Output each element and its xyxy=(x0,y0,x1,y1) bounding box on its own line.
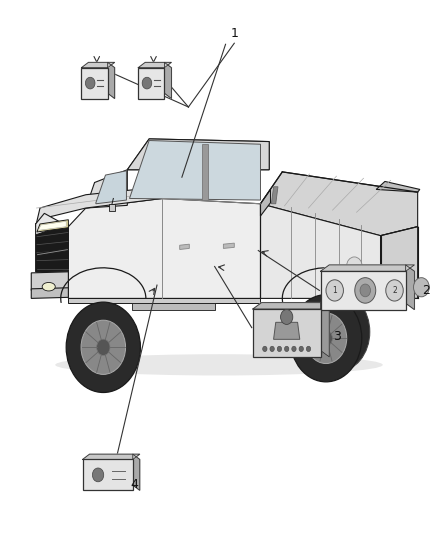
Circle shape xyxy=(81,320,126,374)
Polygon shape xyxy=(31,288,68,298)
Polygon shape xyxy=(96,171,127,204)
Polygon shape xyxy=(68,298,261,303)
Polygon shape xyxy=(223,243,234,248)
Circle shape xyxy=(292,346,296,352)
Text: 1: 1 xyxy=(230,27,238,40)
Polygon shape xyxy=(109,204,115,211)
Polygon shape xyxy=(132,303,215,310)
Polygon shape xyxy=(180,244,189,249)
Circle shape xyxy=(281,310,293,325)
Text: 3: 3 xyxy=(333,330,341,343)
Circle shape xyxy=(413,278,429,297)
Circle shape xyxy=(306,346,311,352)
Circle shape xyxy=(97,339,110,356)
Polygon shape xyxy=(253,303,329,309)
Polygon shape xyxy=(81,62,115,68)
Circle shape xyxy=(142,77,152,89)
Polygon shape xyxy=(38,221,66,230)
Polygon shape xyxy=(138,68,164,99)
Polygon shape xyxy=(31,272,68,290)
Polygon shape xyxy=(201,144,208,200)
Polygon shape xyxy=(86,169,127,208)
Polygon shape xyxy=(36,224,68,272)
Polygon shape xyxy=(321,265,414,271)
Polygon shape xyxy=(272,187,278,204)
Circle shape xyxy=(263,346,267,352)
Circle shape xyxy=(66,302,141,392)
Polygon shape xyxy=(36,248,68,256)
Circle shape xyxy=(386,280,403,301)
Polygon shape xyxy=(321,271,406,310)
Polygon shape xyxy=(82,459,133,490)
Ellipse shape xyxy=(42,282,55,291)
Circle shape xyxy=(346,257,362,276)
Polygon shape xyxy=(406,265,414,310)
Polygon shape xyxy=(253,309,321,357)
Circle shape xyxy=(305,313,347,364)
Polygon shape xyxy=(108,62,115,99)
Polygon shape xyxy=(261,172,418,236)
Polygon shape xyxy=(127,139,269,169)
Polygon shape xyxy=(321,303,329,357)
Ellipse shape xyxy=(55,354,383,375)
Polygon shape xyxy=(37,220,68,232)
Circle shape xyxy=(320,330,332,346)
Polygon shape xyxy=(274,322,300,340)
Circle shape xyxy=(304,292,370,372)
Polygon shape xyxy=(82,454,140,459)
Circle shape xyxy=(355,278,376,303)
Circle shape xyxy=(299,346,304,352)
Circle shape xyxy=(360,284,371,297)
Text: 1: 1 xyxy=(332,286,337,295)
Circle shape xyxy=(290,295,362,382)
Polygon shape xyxy=(130,141,261,200)
Polygon shape xyxy=(261,204,381,298)
Polygon shape xyxy=(164,62,171,99)
Polygon shape xyxy=(35,213,68,272)
Polygon shape xyxy=(68,198,261,298)
Polygon shape xyxy=(138,62,171,68)
Circle shape xyxy=(277,346,282,352)
Circle shape xyxy=(326,280,343,301)
Circle shape xyxy=(92,468,104,482)
Polygon shape xyxy=(381,227,418,298)
Polygon shape xyxy=(81,68,108,99)
Polygon shape xyxy=(376,181,420,192)
Text: 2: 2 xyxy=(392,286,397,295)
Text: 2: 2 xyxy=(423,284,430,297)
Circle shape xyxy=(270,346,274,352)
Circle shape xyxy=(85,77,95,89)
Text: 4: 4 xyxy=(130,478,138,491)
Polygon shape xyxy=(35,187,162,227)
Polygon shape xyxy=(133,454,140,490)
Circle shape xyxy=(285,346,289,352)
Polygon shape xyxy=(127,139,269,169)
Polygon shape xyxy=(261,189,271,216)
